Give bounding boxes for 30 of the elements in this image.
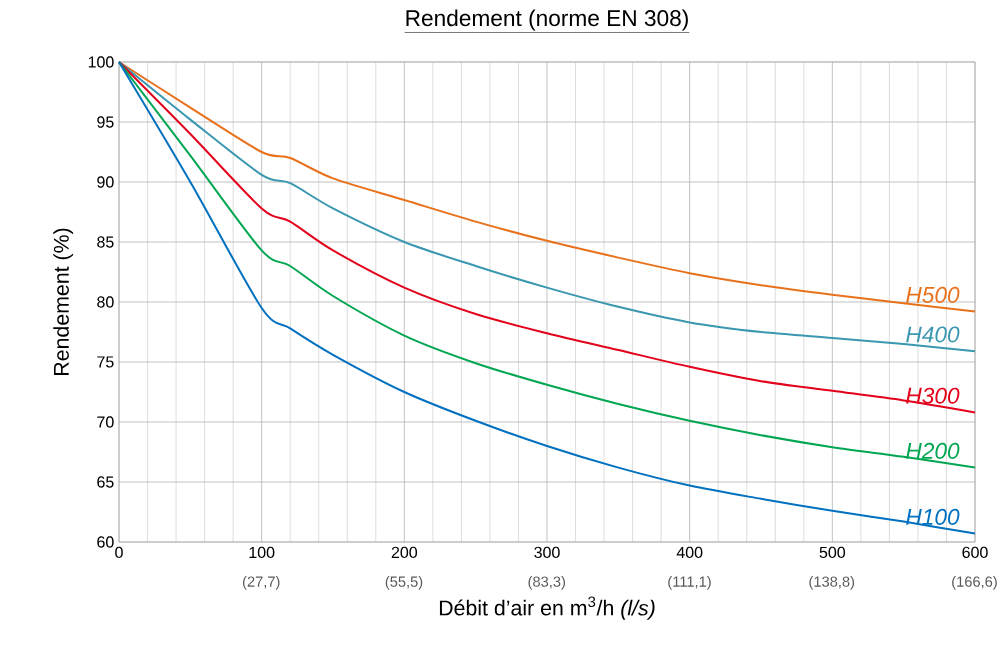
x-tick-label: 0 (115, 546, 123, 559)
x-tick-label: 100 (249, 546, 275, 559)
series-label: H400 (906, 326, 960, 343)
y-axis-title: Rendement (%) (53, 228, 74, 375)
x2-tick-label: (27,7) (242, 576, 280, 590)
x-tick-label: 400 (676, 546, 703, 559)
x-tick-label: 300 (534, 546, 560, 559)
y-tick-label: 95 (97, 116, 114, 128)
y-tick-label: 60 (97, 536, 114, 548)
x-axis-title: Débit d’air en m$^{3}$/h (l/s) (439, 596, 655, 620)
series-label: H100 (906, 508, 960, 525)
y-tick-label: 85 (97, 236, 114, 248)
y-tick-label: 80 (97, 296, 114, 308)
y-tick-label: 70 (97, 416, 114, 428)
y-tick-label: 65 (97, 476, 114, 488)
x2-tick-label: (83,3) (528, 576, 565, 590)
y-tick-label: 90 (97, 176, 114, 188)
y-tick-label: 100 (88, 56, 114, 68)
series-label: H200 (906, 442, 960, 459)
x2-tick-label: (55,5) (385, 576, 423, 590)
x2-tick-label: (166,6) (952, 576, 997, 590)
x-tick-label: 600 (962, 546, 988, 559)
x2-tick-label: (111,1) (668, 576, 711, 590)
series-label: H300 (906, 387, 960, 404)
chart-title: Rendement (norme EN 308) (406, 9, 688, 31)
x2-tick-label: (138,8) (809, 576, 855, 590)
x-tick-label: 500 (819, 546, 846, 559)
x-tick-label: 200 (391, 546, 418, 559)
y-tick-label: 75 (97, 356, 114, 368)
series-label: H500 (906, 286, 960, 303)
